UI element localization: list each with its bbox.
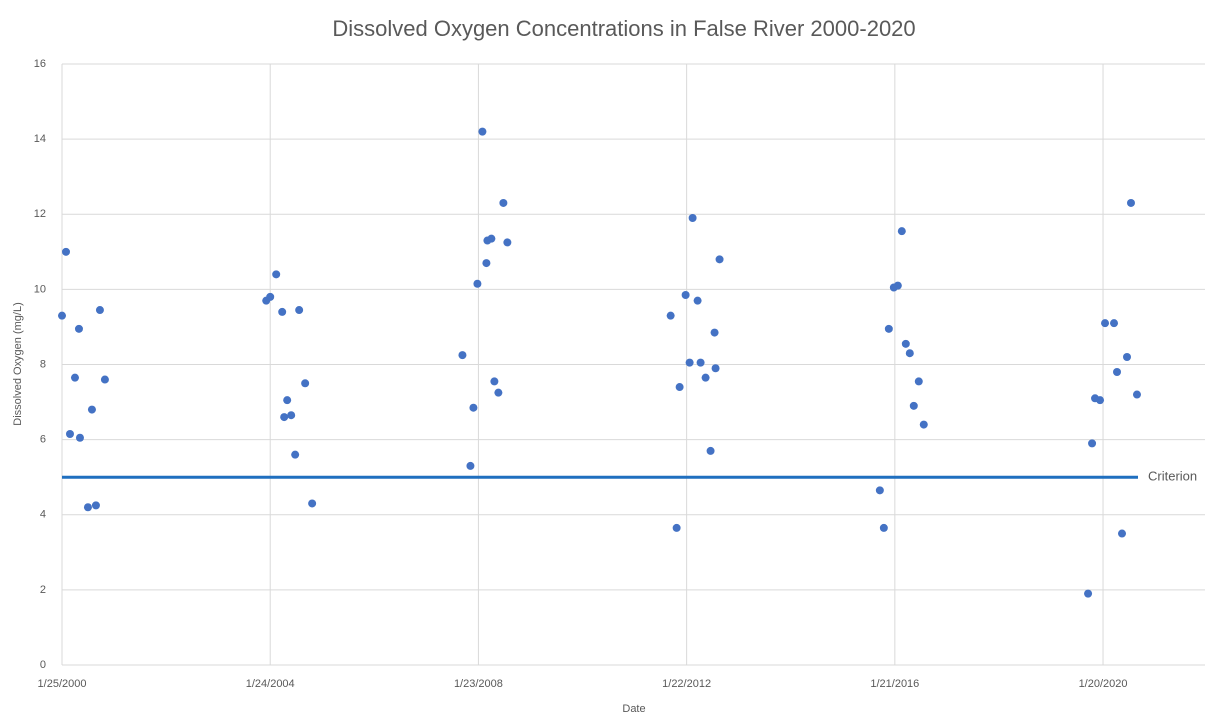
data-point [666, 311, 675, 320]
data-point [1096, 396, 1105, 405]
data-point [469, 403, 478, 412]
data-point [83, 503, 92, 512]
y-tick-label: 10 [34, 283, 46, 295]
chart-title: Dissolved Oxygen Concentrations in False… [332, 16, 915, 41]
data-point [905, 349, 914, 358]
data-point [478, 127, 487, 136]
data-point [879, 523, 888, 532]
x-tick-label: 1/21/2016 [870, 678, 919, 690]
data-point [458, 351, 467, 360]
data-point [681, 291, 690, 300]
data-point [1088, 439, 1097, 448]
x-tick-label: 1/20/2020 [1079, 678, 1128, 690]
data-point [1132, 390, 1141, 399]
data-point [1113, 368, 1122, 377]
data-point [272, 270, 281, 279]
y-tick-label: 8 [40, 358, 46, 370]
data-point [1101, 319, 1110, 328]
data-point [87, 405, 96, 414]
y-tick-label: 4 [40, 509, 46, 521]
data-point [301, 379, 310, 388]
data-point [58, 311, 66, 320]
data-point [100, 375, 109, 384]
data-point [466, 461, 475, 470]
data-point [490, 377, 499, 386]
y-tick-label: 2 [40, 584, 46, 596]
x-tick-label: 1/22/2012 [662, 678, 711, 690]
data-point [283, 396, 292, 405]
data-point [1118, 529, 1127, 538]
data-point [291, 450, 300, 459]
data-point [688, 214, 697, 223]
data-point [914, 377, 923, 386]
data-point [308, 499, 317, 508]
y-tick-label: 6 [40, 434, 46, 446]
data-point [95, 306, 104, 315]
y-tick-label: 0 [40, 659, 46, 671]
data-point [672, 523, 681, 532]
x-tick-label: 1/25/2000 [38, 678, 87, 690]
data-point [1084, 589, 1093, 598]
y-tick-label: 16 [34, 58, 46, 70]
data-point [61, 247, 70, 256]
data-point [487, 234, 496, 243]
data-point [1126, 198, 1135, 207]
y-axis-label: Dissolved Oxygen (mg/L) [12, 302, 24, 426]
reference-label: Criterion [1148, 469, 1197, 484]
data-point [266, 292, 275, 301]
x-axis-label: Date [622, 703, 645, 715]
data-point [70, 373, 79, 382]
y-tick-label: 14 [34, 133, 46, 145]
data-point [884, 324, 893, 333]
data-point [696, 358, 705, 367]
data-point [875, 486, 884, 495]
data-point [74, 324, 83, 333]
data-point [1122, 352, 1131, 361]
data-point [715, 255, 724, 264]
data-point [710, 328, 719, 337]
data-point [685, 358, 694, 367]
data-point [91, 501, 100, 510]
data-point [897, 227, 906, 236]
data-point [901, 339, 910, 348]
data-point [701, 373, 710, 382]
data-point [280, 413, 289, 422]
data-point [494, 388, 503, 397]
data-point [919, 420, 928, 429]
data-point [287, 411, 296, 420]
data-point [473, 279, 482, 288]
data-point [482, 259, 491, 268]
data-point [706, 446, 715, 455]
data-point [1110, 319, 1119, 328]
x-tick-label: 1/24/2004 [246, 678, 295, 690]
data-point [499, 198, 508, 207]
x-tick-label: 1/23/2008 [454, 678, 503, 690]
data-point [693, 296, 702, 305]
data-point [909, 401, 918, 410]
data-point [295, 306, 304, 315]
data-point [503, 238, 512, 247]
data-point [75, 433, 84, 442]
y-tick-label: 12 [34, 208, 46, 220]
data-point [711, 364, 720, 373]
data-point [65, 429, 74, 438]
data-point [675, 383, 684, 392]
data-point [893, 281, 902, 290]
data-point [278, 307, 287, 316]
